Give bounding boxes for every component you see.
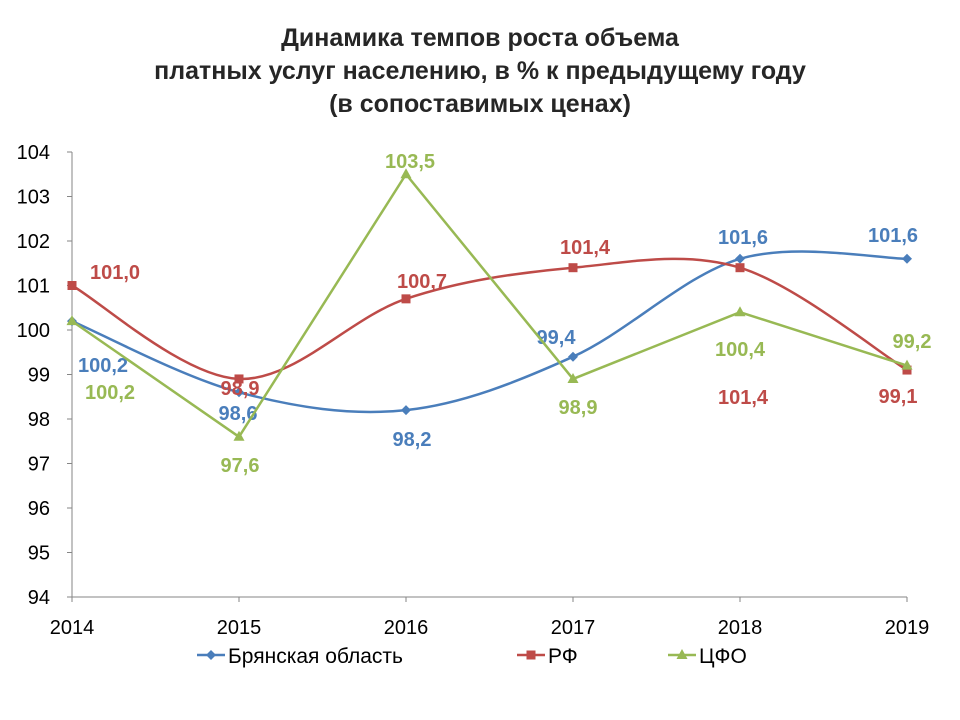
data-label: 101,6 <box>868 225 918 247</box>
data-point <box>735 263 745 273</box>
legend-marker <box>676 649 688 659</box>
legend-marker <box>526 650 536 660</box>
x-tick-label: 2019 <box>885 617 930 639</box>
data-label: 98,9 <box>221 378 260 400</box>
data-label: 101,0 <box>90 262 140 284</box>
data-point <box>901 359 913 370</box>
y-tick-label: 94 <box>28 587 50 609</box>
x-tick-label: 2015 <box>217 617 262 639</box>
x-tick-label: 2017 <box>551 617 596 639</box>
series-line <box>71 172 908 439</box>
data-point <box>734 306 746 317</box>
data-label: 103,5 <box>385 151 435 173</box>
x-tick-label: 2018 <box>718 617 763 639</box>
series-line <box>71 250 908 414</box>
data-label: 98,2 <box>393 429 432 451</box>
data-point <box>735 253 745 264</box>
data-point <box>233 430 245 441</box>
data-point <box>66 315 78 326</box>
series-line <box>71 257 908 381</box>
y-tick-label: 97 <box>28 454 50 476</box>
y-tick-label: 104 <box>17 142 50 164</box>
data-point <box>401 405 411 416</box>
chart-title-line: (в сопоставимых ценах) <box>329 90 631 118</box>
data-label: 100,7 <box>397 271 447 293</box>
legend-label: ЦФО <box>699 645 747 668</box>
chart-title: Динамика темпов роста объема платных усл… <box>0 22 960 121</box>
data-point <box>401 294 411 304</box>
x-tick-label: 2016 <box>384 617 429 639</box>
y-tick-label: 102 <box>17 231 50 253</box>
data-label: 99,2 <box>893 331 932 353</box>
data-point <box>567 372 579 383</box>
legend-label: РФ <box>548 645 578 668</box>
data-label: 100,2 <box>78 355 128 377</box>
data-point <box>400 168 412 179</box>
data-point <box>568 351 578 362</box>
data-point <box>902 253 912 264</box>
y-tick-label: 98 <box>28 409 50 431</box>
data-label: 101,4 <box>718 387 769 409</box>
y-tick-label: 103 <box>17 187 50 209</box>
y-tick-label: 96 <box>28 498 50 520</box>
data-point <box>67 281 77 290</box>
legend-label: Брянская область <box>228 645 403 668</box>
data-point <box>902 365 912 375</box>
data-label: 100,2 <box>85 382 135 404</box>
data-label: 98,6 <box>219 403 258 425</box>
data-label: 101,6 <box>718 227 768 249</box>
y-tick-label: 100 <box>17 320 50 342</box>
data-label: 98,9 <box>559 397 598 419</box>
y-tick-label: 95 <box>28 543 50 565</box>
data-label: 101,4 <box>560 237 611 259</box>
chart-title-line: Динамика темпов роста объема <box>281 24 679 52</box>
data-point <box>234 387 244 398</box>
data-point <box>568 263 578 273</box>
y-tick-label: 99 <box>28 365 50 387</box>
y-tick-label: 101 <box>17 276 50 298</box>
data-label: 97,6 <box>221 455 260 477</box>
chart-title-line: платных услуг населению, в % к предыдуще… <box>154 57 806 85</box>
data-label: 99,1 <box>879 386 918 408</box>
data-label: 100,4 <box>715 339 766 361</box>
x-tick-label: 2014 <box>50 617 95 639</box>
legend-marker <box>206 650 216 660</box>
data-label: 99,4 <box>537 327 577 349</box>
data-point <box>234 374 244 384</box>
